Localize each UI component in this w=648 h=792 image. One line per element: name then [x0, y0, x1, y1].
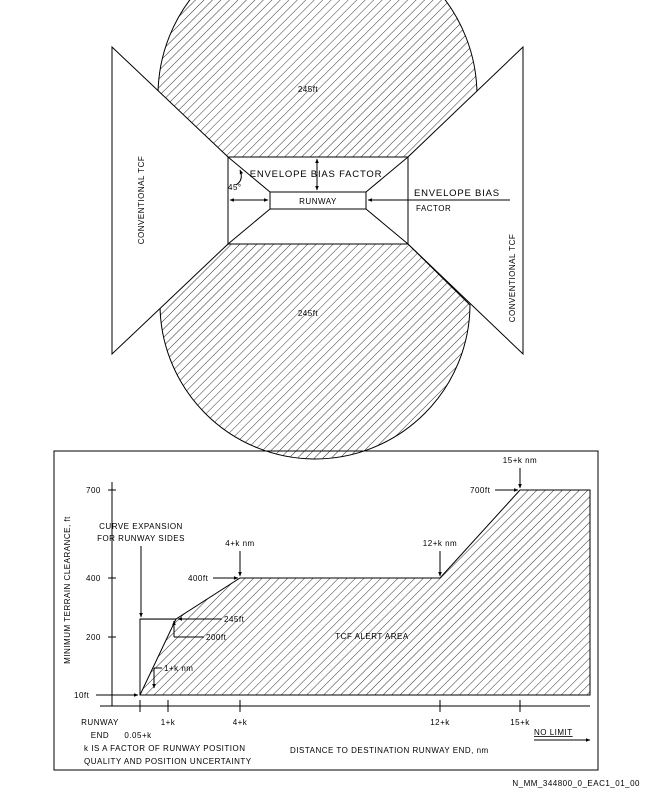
figure-id: N_MM_344800_0_EAC1_01_00 [512, 779, 640, 788]
runway-box [269, 191, 367, 210]
runway-end-line2: END [91, 731, 109, 740]
label-200ft: 200ft [206, 633, 227, 642]
left-tcf-label: CONVENTIONAL TCF [137, 156, 146, 244]
label-400ft: 400ft [188, 574, 209, 583]
runway-end-line1: RUNWAY [81, 718, 119, 727]
y-tick-700: 700 [86, 486, 101, 495]
top-diagram: 245ft 245ft CONVENTIONAL TCF CONVENTIONA… [111, 0, 524, 460]
envelope-bias-side-line2: FACTOR [416, 204, 451, 213]
label-1k-nm: 1+k nm [164, 664, 193, 673]
envelope-bias-label: ENVELOPE BIAS FACTOR [250, 169, 383, 180]
chart-frame [53, 450, 599, 771]
x-tick-1k: 1+k [161, 718, 176, 727]
no-limit-label: NO LIMIT [534, 728, 573, 737]
x-tick-12k: 12+k [430, 718, 450, 727]
curve-expansion-line1: CURVE EXPANSION [99, 522, 183, 531]
upper-hatched-zone [157, 0, 478, 158]
footnote-line2: QUALITY AND POSITION UNCERTAINTY [84, 757, 252, 766]
x-tick-15k: 15+k [510, 718, 530, 727]
upper-zone-label: 245ft [298, 85, 319, 94]
right-tcf-label: CONVENTIONAL TCF [508, 234, 517, 322]
x-tick-4k: 4+k [233, 718, 248, 727]
envelope-bias-side-line1: ENVELOPE BIAS [414, 188, 500, 199]
y-axis-title: MINIMUM TERRAIN CLEARANCE, ft [63, 516, 72, 664]
y-tick-10ft: 10ft [74, 691, 90, 700]
tcf-alert-area-label: TCF ALERT AREA [335, 632, 409, 641]
label-12k-nm: 12+k nm [423, 539, 457, 548]
label-15k-nm: 15+k nm [503, 456, 537, 465]
bottom-chart: 700 400 200 10ft 0.05+k 1+k 4+k 12+k 15+… [53, 450, 599, 771]
x-tick-0.05k: 0.05+k [124, 731, 152, 740]
runway-label: RUNWAY [299, 197, 337, 206]
label-245ft: 245ft [224, 615, 245, 624]
x-axis-title: DISTANCE TO DESTINATION RUNWAY END, nm [290, 746, 489, 755]
y-tick-400: 400 [86, 574, 101, 583]
lower-hatched-zone [159, 243, 471, 460]
label-700ft: 700ft [470, 486, 491, 495]
curve-expansion-line2: FOR RUNWAY SIDES [97, 534, 185, 543]
angle-label: 45° [228, 183, 242, 192]
y-tick-200: 200 [86, 633, 101, 642]
label-4k-nm: 4+k nm [225, 539, 254, 548]
lower-zone-label: 245ft [298, 309, 319, 318]
footnote-line1: k IS A FACTOR OF RUNWAY POSITION [84, 744, 246, 753]
tcf-alert-area [139, 489, 591, 696]
